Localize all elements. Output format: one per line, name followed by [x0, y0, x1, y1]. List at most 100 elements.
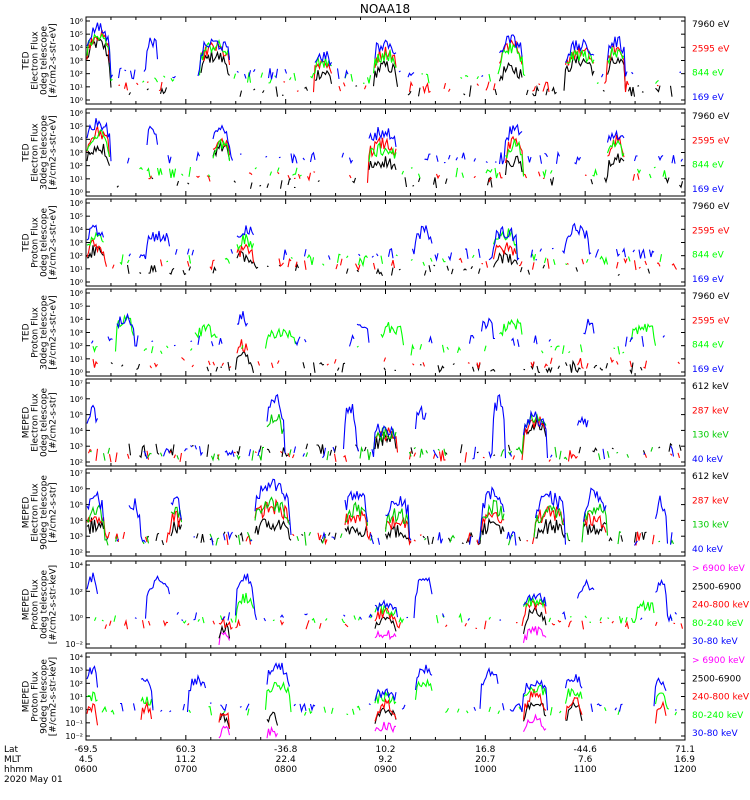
- series-trace: [218, 713, 547, 739]
- legend-entry: > 6900 keV: [692, 656, 746, 666]
- legend-entry: 7960 eV: [692, 292, 730, 302]
- panel-1: 10⁶ 10⁵ 10⁴ 10³ 10² 10¹ 10⁰ TEDElectron Flux0de…: [22, 16, 730, 105]
- legend-entry: 30-80 keV: [692, 729, 738, 739]
- footer-hhmm-value: 0600: [75, 765, 98, 775]
- chart-title: NOAA18: [360, 2, 410, 16]
- ytick-label: 10⁶: [70, 395, 83, 404]
- panel-7: 10⁴ 10² 10⁰ 10⁻² MEPEDProton Flux0deg telesc…: [22, 560, 750, 649]
- legend-entry: 169 eV: [692, 365, 725, 375]
- footer-row-label: Lat: [4, 745, 19, 755]
- series-trace: [86, 141, 684, 189]
- footer-row-label: 2020 May 01: [4, 775, 63, 785]
- legend-entry: 7960 eV: [692, 20, 730, 30]
- legend-entry: 612 keV: [692, 472, 729, 482]
- footer-hhmm-value: 1200: [674, 765, 697, 775]
- ytick-label: 10⁶: [70, 109, 83, 118]
- ytick-label: 10⁴: [70, 516, 83, 525]
- ytick-label: 10⁴: [70, 225, 83, 234]
- legend-entry: 80-240 keV: [692, 619, 744, 629]
- ytick-label: 10⁶: [70, 199, 83, 208]
- ytick-label: 10⁰: [70, 368, 83, 377]
- legend-entry: 80-240 keV: [692, 711, 744, 721]
- ytick-label: 10⁴: [70, 43, 83, 52]
- footer-hhmm-value: 0800: [274, 765, 297, 775]
- panel-6: 10⁷ 10⁶ 10⁵ 10⁴ 10³ 10² MEPEDElectron Flux90de…: [22, 468, 729, 557]
- footer-mlt-value: 7.6: [578, 755, 593, 765]
- series-trace: [86, 478, 673, 546]
- ytick-label: 10⁰: [70, 96, 83, 105]
- footer-hhmm-value: 1100: [574, 765, 597, 775]
- ytick-label: 10³: [70, 666, 83, 675]
- legend-entry: > 6900 keV: [692, 564, 746, 574]
- y-axis-label: TEDProton Flux0deg telescope[#/cm2-s-str…: [22, 205, 59, 280]
- ytick-label: 10⁴: [70, 135, 83, 144]
- footer-lat-value: -69.5: [74, 745, 97, 755]
- legend-entry: 2500-6900: [692, 582, 741, 592]
- footer-lat-value: 10.2: [375, 745, 395, 755]
- ytick-label: 10⁵: [70, 302, 83, 311]
- ytick-label: 10⁻²: [65, 640, 83, 649]
- footer-lat-value: -36.8: [274, 745, 298, 755]
- footer-lat-value: 60.3: [176, 745, 196, 755]
- ytick-label: 10¹: [70, 265, 83, 274]
- panel-frame: [85, 108, 686, 197]
- panel-2: 10⁶ 10⁵ 10⁴ 10³ 10² 10¹ 10⁰ TEDElectron Flux30d…: [22, 108, 730, 197]
- legend-entry: 2595 eV: [692, 136, 730, 146]
- panel-5: 10⁷ 10⁶ 10⁵ 10⁴ 10³ 10² MEPEDElectron Flux0deg…: [22, 378, 729, 467]
- ytick-label: 10⁶: [70, 485, 83, 494]
- panel-frame: [85, 378, 686, 467]
- legend-entry: 169 eV: [692, 185, 725, 195]
- ytick-label: 10⁴: [70, 653, 83, 662]
- ytick-label: 10⁰: [70, 706, 83, 715]
- footer-mlt-value: 16.9: [675, 755, 695, 765]
- footer-row-label: MLT: [4, 755, 22, 765]
- legend-entry: 2595 eV: [692, 316, 730, 326]
- ytick-label: 10²: [70, 587, 83, 596]
- legend-entry: 2500-6900: [692, 674, 741, 684]
- legend-entry: 169 eV: [692, 275, 725, 285]
- legend-entry: 7960 eV: [692, 112, 730, 122]
- legend-entry: 130 keV: [692, 521, 729, 531]
- series-trace: [87, 414, 681, 463]
- ytick-label: 10²: [70, 679, 83, 688]
- y-axis-label: TEDProton Flux30deg telescope[#/cm2-s-st…: [22, 295, 59, 370]
- ytick-label: 10⁰: [70, 278, 83, 287]
- y-axis-label: MEPEDProton Flux90deg telescope[#/cm2-s-…: [22, 657, 59, 736]
- legend-entry: 130 keV: [692, 431, 729, 441]
- footer-hhmm-value: 0900: [374, 765, 397, 775]
- legend-entry: 7960 eV: [692, 202, 730, 212]
- ytick-label: 10²: [70, 70, 83, 79]
- panel-3: 10⁶ 10⁵ 10⁴ 10³ 10² 10¹ 10⁰ TEDProton Flux0deg …: [22, 198, 730, 287]
- ytick-label: 10⁷: [70, 469, 83, 478]
- ytick-label: 10³: [70, 329, 83, 338]
- legend-entry: 844 eV: [692, 341, 725, 351]
- series-trace: [86, 22, 682, 80]
- series-trace: [218, 700, 583, 729]
- y-axis-label: TEDElectron Flux30deg telescope[#/cm2-s-…: [22, 115, 59, 190]
- ytick-label: 10⁴: [70, 426, 83, 435]
- ytick-label: 10²: [70, 342, 83, 351]
- footer-hhmm-value: 1000: [474, 765, 497, 775]
- ytick-label: 10¹: [70, 175, 83, 184]
- ytick-label: 10²: [70, 548, 83, 557]
- footer-mlt-value: 20.7: [475, 755, 495, 765]
- ytick-label: 10⁵: [70, 212, 83, 221]
- ytick-label: 10⁴: [70, 561, 83, 570]
- panel-frame: [85, 198, 686, 287]
- series-trace: [86, 662, 677, 714]
- ytick-label: 10³: [70, 57, 83, 66]
- legend-entry: 2595 eV: [692, 44, 730, 54]
- legend-entry: 40 keV: [692, 545, 724, 555]
- ytick-label: 10⁴: [70, 315, 83, 324]
- ytick-label: 10⁵: [70, 122, 83, 131]
- legend-entry: 287 keV: [692, 406, 729, 416]
- series-trace: [128, 416, 682, 459]
- ytick-label: 10³: [70, 532, 83, 541]
- ytick-label: 10⁰: [70, 614, 83, 623]
- panel-frame: [85, 560, 686, 649]
- footer-mlt-value: 22.4: [276, 755, 296, 765]
- series-trace: [104, 600, 684, 630]
- footer-lat-value: 16.8: [475, 745, 495, 755]
- legend-entry: 240-800 keV: [692, 601, 750, 611]
- ytick-label: 10⁵: [70, 501, 83, 510]
